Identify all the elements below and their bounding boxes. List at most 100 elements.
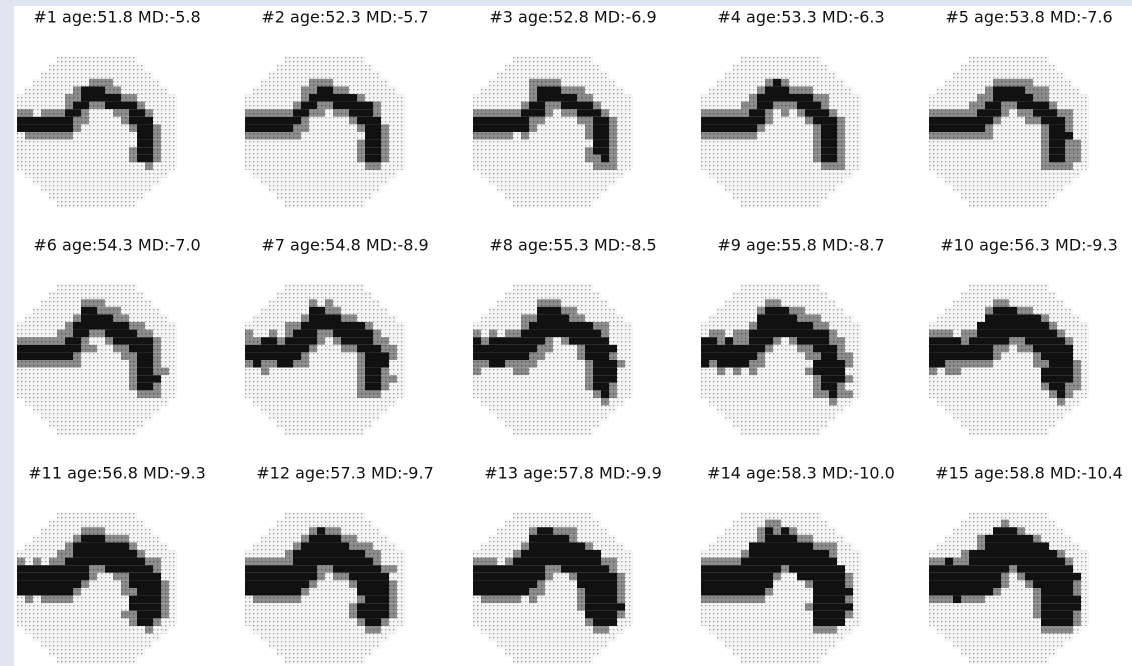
field-cell xyxy=(261,178,269,186)
field-cell xyxy=(821,71,829,79)
field-cell xyxy=(473,558,481,566)
field-cell xyxy=(373,162,381,170)
field-cell xyxy=(985,527,993,535)
field-cell xyxy=(397,140,405,148)
field-cell xyxy=(1081,330,1089,338)
field-cell xyxy=(701,618,709,626)
field-cell xyxy=(521,542,529,550)
field-cell xyxy=(41,558,49,566)
field-cell xyxy=(1073,368,1081,376)
field-cell xyxy=(357,634,365,642)
field-cell xyxy=(145,603,153,611)
field-cell xyxy=(765,558,773,566)
field-cell xyxy=(701,322,709,330)
field-cell xyxy=(1025,147,1033,155)
field-cell xyxy=(569,375,577,383)
field-cell xyxy=(529,558,537,566)
field-cell xyxy=(773,307,781,315)
field-cell xyxy=(585,64,593,72)
field-cell xyxy=(813,292,821,300)
field-cell xyxy=(821,649,829,657)
field-cell xyxy=(169,330,177,338)
field-cell xyxy=(625,132,633,140)
field-cell xyxy=(473,132,481,140)
field-cell xyxy=(65,641,73,649)
field-cell xyxy=(137,520,145,528)
field-cell xyxy=(489,94,497,102)
field-cell xyxy=(277,406,285,414)
field-cell xyxy=(837,360,845,368)
field-cell xyxy=(481,147,489,155)
field-cell xyxy=(961,565,969,573)
field-cell xyxy=(33,406,41,414)
field-cell xyxy=(1025,383,1033,391)
field-cell xyxy=(617,368,625,376)
field-cell xyxy=(937,565,945,573)
field-cell xyxy=(497,170,505,178)
field-cell xyxy=(381,337,389,345)
field-cell xyxy=(49,185,57,193)
field-cell xyxy=(49,124,57,132)
field-cell xyxy=(33,155,41,163)
field-cell xyxy=(969,542,977,550)
field-cell xyxy=(293,626,301,634)
field-cell xyxy=(245,147,253,155)
field-cell xyxy=(89,94,97,102)
field-cell xyxy=(993,56,1001,64)
field-cell xyxy=(585,375,593,383)
field-cell xyxy=(521,611,529,619)
field-cell xyxy=(929,558,937,566)
field-cell xyxy=(269,588,277,596)
field-cell xyxy=(325,140,333,148)
field-cell xyxy=(473,322,481,330)
field-cell xyxy=(593,413,601,421)
field-cell xyxy=(577,147,585,155)
field-cell xyxy=(805,390,813,398)
field-cell xyxy=(545,193,553,201)
field-cell xyxy=(553,398,561,406)
field-cell xyxy=(317,375,325,383)
field-cell xyxy=(961,360,969,368)
field-cell xyxy=(845,117,853,125)
field-cell xyxy=(757,550,765,558)
field-cell xyxy=(25,573,33,581)
field-cell xyxy=(1073,558,1081,566)
field-cell xyxy=(1017,421,1025,429)
field-cell xyxy=(389,542,397,550)
field-cell xyxy=(97,588,105,596)
field-cell xyxy=(977,421,985,429)
field-cell xyxy=(17,558,25,566)
field-cell xyxy=(797,352,805,360)
field-cell xyxy=(773,618,781,626)
field-cell xyxy=(245,337,253,345)
field-cell xyxy=(961,580,969,588)
field-cell xyxy=(81,406,89,414)
field-cell xyxy=(389,314,397,322)
field-cell xyxy=(781,193,789,201)
field-cell xyxy=(1001,406,1009,414)
field-cell xyxy=(1065,147,1073,155)
field-cell xyxy=(805,345,813,353)
field-cell xyxy=(709,345,717,353)
field-cell xyxy=(821,94,829,102)
field-cell xyxy=(569,520,577,528)
field-cell xyxy=(821,406,829,414)
field-cell xyxy=(57,383,65,391)
panel-title: #6 age:54.3 MD:-7.0 xyxy=(33,236,200,255)
field-cell xyxy=(285,558,293,566)
field-cell xyxy=(357,140,365,148)
field-cell xyxy=(985,147,993,155)
field-cell xyxy=(285,345,293,353)
field-cell xyxy=(789,117,797,125)
field-cell xyxy=(113,185,121,193)
field-cell xyxy=(245,330,253,338)
field-cell xyxy=(261,390,269,398)
field-cell xyxy=(497,94,505,102)
field-cell xyxy=(609,178,617,186)
field-cell xyxy=(1009,292,1017,300)
field-cell xyxy=(161,626,169,634)
field-cell xyxy=(113,656,121,664)
field-cell xyxy=(161,390,169,398)
field-cell xyxy=(789,284,797,292)
field-cell xyxy=(529,86,537,94)
